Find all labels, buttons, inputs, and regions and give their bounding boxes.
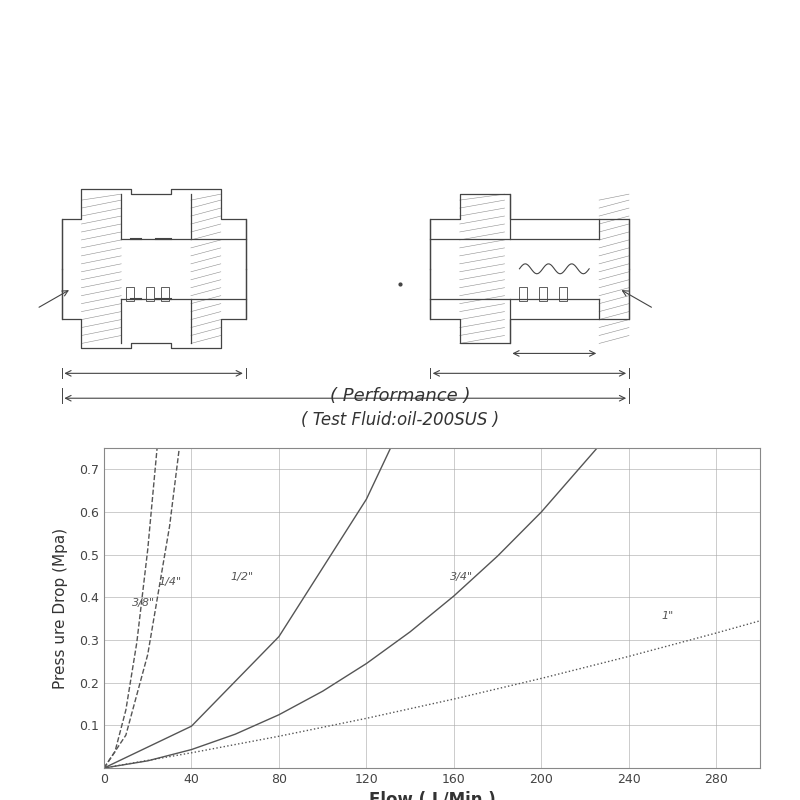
Bar (161, 286, 169, 301)
Text: ( Test Fluid:oil-200SUS ): ( Test Fluid:oil-200SUS ) (301, 411, 499, 429)
Text: 1/4": 1/4" (158, 577, 182, 586)
Y-axis label: Press ure Drop (Mpa): Press ure Drop (Mpa) (53, 527, 68, 689)
Text: 1": 1" (662, 610, 674, 621)
Text: 3/4": 3/4" (450, 572, 473, 582)
X-axis label: Flow ( L/Min ): Flow ( L/Min ) (369, 791, 495, 800)
Bar (539, 286, 547, 301)
Bar (126, 286, 134, 301)
Bar (146, 286, 154, 301)
Text: 1/2": 1/2" (231, 572, 254, 582)
Bar (519, 286, 527, 301)
Bar (559, 286, 567, 301)
Text: ( Performance ): ( Performance ) (330, 387, 470, 406)
Text: 3/8": 3/8" (133, 598, 155, 608)
